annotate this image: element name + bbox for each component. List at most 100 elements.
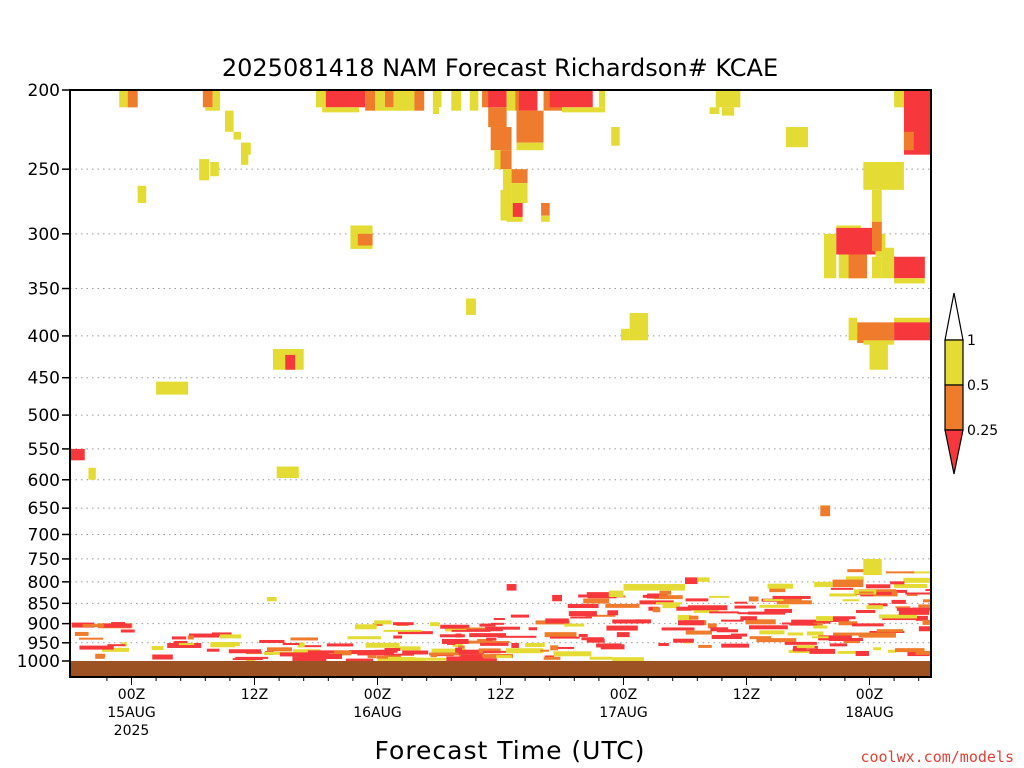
- ri-cell: [285, 354, 296, 370]
- y-axis-ticks: 200 250 300 350 400 450 500 550 600 650 700 750 8008…: [17, 81, 70, 672]
- ri-cell: [749, 636, 772, 640]
- ri-cell: [894, 256, 925, 279]
- ri-cell: [482, 654, 492, 659]
- ri-cell: [885, 571, 915, 574]
- ri-cell: [737, 612, 755, 615]
- ri-cell: [893, 583, 928, 588]
- ri-cell: [516, 110, 544, 143]
- ri-cell: [202, 90, 213, 108]
- ri-cell: [127, 90, 138, 108]
- ri-cell: [698, 644, 712, 648]
- ri-cell: [673, 638, 694, 643]
- ri-cell: [439, 634, 465, 638]
- color-legend: 1 0.5 0.25: [944, 292, 998, 475]
- ri-cell: [882, 618, 922, 621]
- ri-cell: [544, 632, 577, 638]
- ri-cell: [458, 649, 484, 655]
- ri-cell: [525, 643, 545, 648]
- ri-cell: [541, 215, 550, 222]
- ri-cell: [466, 627, 490, 631]
- ri-cell: [375, 90, 385, 111]
- ri-cell: [652, 607, 661, 613]
- ri-cell: [96, 653, 106, 657]
- ri-cell: [354, 624, 377, 630]
- ri-cell: [483, 650, 506, 653]
- ri-cell: [550, 646, 575, 649]
- ri-cell: [568, 611, 597, 617]
- ri-cell: [685, 577, 698, 585]
- ri-cell: [151, 646, 164, 651]
- ri-cell: [235, 656, 269, 659]
- ri-cell: [785, 127, 808, 148]
- ri-cell: [564, 623, 585, 627]
- ri-cell: [922, 619, 930, 625]
- ri-cell: [868, 603, 888, 607]
- ri-cell: [709, 107, 720, 115]
- ri-cell: [598, 90, 606, 108]
- ri-cell: [619, 626, 629, 630]
- ri-cell: [259, 639, 285, 643]
- y-tick-label: 550: [28, 440, 60, 460]
- ri-cell: [357, 650, 394, 656]
- ri-cell: [392, 622, 414, 626]
- ri-cell: [325, 90, 366, 108]
- ri-cell: [806, 631, 824, 636]
- ri-cell: [550, 645, 559, 651]
- ri-cell: [549, 636, 580, 639]
- ri-cell: [512, 202, 523, 217]
- ri-cell: [915, 650, 930, 655]
- ri-cell: [832, 632, 868, 636]
- ri-cell: [855, 609, 876, 613]
- ri-cell: [895, 606, 911, 609]
- ri-cell: [393, 90, 415, 111]
- y-tick-label: 750: [28, 550, 60, 570]
- y-tick-label: 300: [28, 225, 60, 245]
- ri-cell: [466, 629, 503, 632]
- ri-cell: [74, 631, 89, 636]
- ri-cell: [553, 651, 592, 657]
- ri-cell: [818, 635, 852, 641]
- ri-cell: [276, 466, 299, 478]
- ri-cell: [662, 603, 680, 609]
- ri-cell: [836, 227, 876, 255]
- y-tick-label: 900: [28, 615, 60, 635]
- legend-bin: [944, 339, 964, 386]
- ri-cell: [388, 653, 415, 656]
- ri-cell: [895, 648, 925, 653]
- ri-cell: [734, 605, 756, 609]
- x-tick-label: 18AUG: [845, 705, 894, 721]
- ri-cell: [587, 595, 617, 599]
- ri-cell: [205, 107, 221, 111]
- ri-cell: [775, 597, 802, 601]
- x-tick-label: 12Z: [487, 687, 514, 703]
- ri-cell: [402, 650, 429, 655]
- ri-cell: [377, 656, 416, 661]
- ri-cell: [693, 608, 719, 613]
- ri-cell: [528, 627, 538, 631]
- ri-cell: [784, 641, 817, 645]
- ri-cell: [896, 589, 908, 593]
- ri-cell: [233, 131, 241, 140]
- ri-cell: [873, 647, 882, 651]
- x-tick-label: 00Z: [610, 687, 637, 703]
- ri-cell: [543, 656, 561, 660]
- ri-cell: [111, 622, 126, 627]
- ri-cell: [488, 90, 507, 108]
- y-tick-label: 700: [28, 525, 60, 545]
- ri-cell: [787, 632, 804, 636]
- ri-cell: [871, 256, 882, 279]
- ri-cell: [304, 645, 322, 648]
- y-tick-label: 350: [28, 280, 60, 300]
- ri-cell: [678, 607, 695, 611]
- ri-cell: [711, 634, 742, 639]
- legend-label: 0.25: [967, 423, 998, 439]
- ri-cell: [623, 584, 685, 591]
- ri-cell: [477, 638, 493, 641]
- ri-cell: [511, 183, 528, 203]
- ri-cell: [460, 654, 482, 657]
- ri-cell: [871, 189, 882, 225]
- ri-cell: [228, 649, 261, 654]
- x-axis-label: Forecast Time (UTC): [375, 736, 646, 765]
- ri-cell: [890, 581, 905, 585]
- ri-cell: [843, 639, 861, 644]
